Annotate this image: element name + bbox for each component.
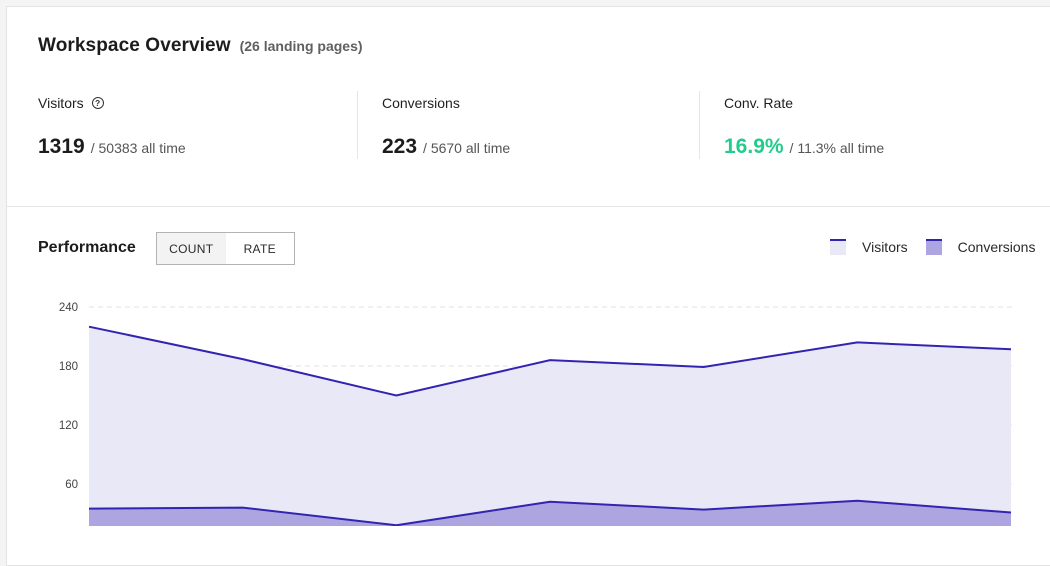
y-tick-label: 180 xyxy=(59,361,78,373)
stat-value: 1319 xyxy=(38,135,85,158)
chart-legend: Visitors Conversions xyxy=(830,239,1035,255)
stat-value: 16.9% xyxy=(724,135,784,158)
stat-all-time: / 50383 all time xyxy=(90,140,186,156)
help-circle-icon[interactable]: ? xyxy=(91,97,104,109)
section-divider xyxy=(7,206,1050,207)
metric-toggle: COUNT RATE xyxy=(156,232,295,265)
overview-header: Workspace Overview (26 landing pages) xyxy=(38,35,363,57)
stat-label: Conv. Rate xyxy=(724,95,793,111)
divider xyxy=(699,91,700,159)
toggle-count-button[interactable]: COUNT xyxy=(157,233,226,264)
landing-pages-count: (26 landing pages) xyxy=(239,38,363,54)
divider xyxy=(357,91,358,159)
workspace-overview: Workspace Overview (26 landing pages) Vi… xyxy=(7,7,1050,207)
overview-card: Workspace Overview (26 landing pages) Vi… xyxy=(6,6,1050,566)
stat-value: 223 xyxy=(382,135,418,158)
page-title: Workspace Overview xyxy=(38,35,231,56)
visitors-area xyxy=(89,326,1011,526)
performance-chart: 60 120 180 240 xyxy=(59,302,1013,526)
stat-label: Visitors xyxy=(38,95,84,111)
performance-title: Performance xyxy=(38,239,136,256)
visitors-swatch-icon xyxy=(830,239,846,255)
toggle-rate-button[interactable]: RATE xyxy=(243,241,276,256)
stat-conversions: Conversions 223 / 5670 all time xyxy=(382,93,510,159)
stat-conv-rate: Conv. Rate 16.9% / 11.3% all time xyxy=(724,93,884,159)
legend-item-visitors[interactable]: Visitors xyxy=(830,239,908,255)
stat-visitors: Visitors ? 1319 / 50383 all time xyxy=(38,93,186,159)
y-tick-label: 120 xyxy=(59,420,78,432)
y-tick-label: 60 xyxy=(65,479,78,491)
conversions-line[interactable] xyxy=(88,499,1012,526)
conversions-area xyxy=(89,500,1011,526)
y-tick-label: 240 xyxy=(59,302,78,314)
visitors-line[interactable] xyxy=(88,325,1012,397)
stat-label: Conversions xyxy=(382,95,460,111)
stat-all-time: / 5670 all time xyxy=(423,140,511,156)
stat-all-time: / 11.3% all time xyxy=(789,140,885,156)
conversions-swatch-icon xyxy=(925,239,942,255)
legend-item-conversions[interactable]: Conversions xyxy=(925,239,1035,255)
